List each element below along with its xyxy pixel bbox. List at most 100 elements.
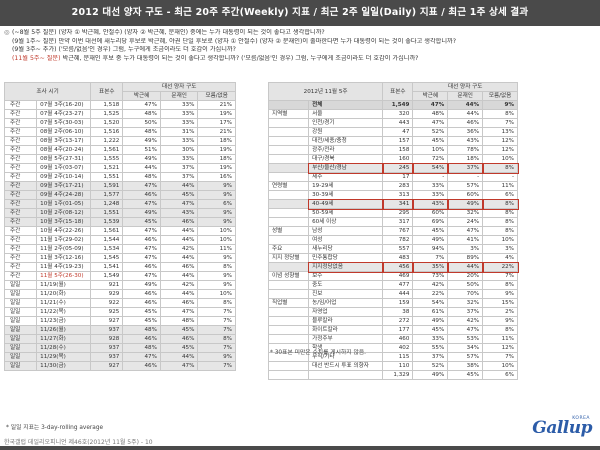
table-row: 일일 11/28(수) 937 48% 45% 7% <box>3 343 236 353</box>
header-cell: 박근혜 <box>122 91 161 101</box>
table-cell: 937 <box>90 343 124 353</box>
table-row: 주요 새누리당 557 94% 3% 3% <box>267 244 518 254</box>
table-cell: 주간 <box>3 262 38 272</box>
table-cell: 49% <box>122 154 161 164</box>
table-cell <box>267 262 310 272</box>
table-cell: 9% <box>482 316 518 326</box>
table-cell <box>267 235 310 245</box>
table-cell: 08월 4주(20-24) <box>36 145 92 155</box>
table-cell: 46% <box>122 289 161 299</box>
table-cell: 6% <box>482 190 518 200</box>
table-cell: 283 <box>382 181 414 191</box>
table-row: 주간 10월 1주(01-05) 1,248 47% 47% 6% <box>3 199 236 209</box>
table-cell: 07월 4주(23-27) <box>36 109 92 119</box>
table-row: 인천/경기 443 47% 46% 7% <box>267 118 518 128</box>
table-cell: 927 <box>90 316 124 326</box>
table-cell: 42% <box>159 244 199 254</box>
header-cell: 표본수 <box>382 82 414 101</box>
table-cell: 10월 3주(15-18) <box>36 217 92 227</box>
table-cell: 일일 <box>3 334 38 344</box>
table-cell: 469 <box>382 271 414 281</box>
table-cell: 49% <box>412 235 449 245</box>
table-cell: 49% <box>122 136 161 146</box>
table-row: 제주 17- - - <box>267 172 518 182</box>
table-cell: 20% <box>447 271 484 281</box>
table-cell: 지역별 <box>267 109 310 119</box>
table-cell: 46% <box>122 298 161 308</box>
table-cell: 19% <box>197 163 236 173</box>
table-cell <box>267 163 310 173</box>
table-cell: 주간 <box>3 226 38 236</box>
table-cell: 46% <box>122 334 161 344</box>
table-cell: 49% <box>122 280 161 290</box>
table-row: 일일 11/29(목) 937 47% 44% 9% <box>3 352 236 362</box>
table-cell: 45% <box>159 343 199 353</box>
table-cell: 1,561 <box>90 226 124 236</box>
table-cell: 48% <box>122 109 161 119</box>
table-cell: 13% <box>482 127 518 137</box>
right-table-note: * 30표본 미만은 수치를 게시하지 않음. <box>270 350 366 356</box>
table-cell: 94% <box>412 244 449 254</box>
table-cell: 477 <box>382 280 414 290</box>
table-cell: 44% <box>159 181 199 191</box>
table-cell: 70% <box>447 289 484 299</box>
table-cell: 33% <box>412 190 449 200</box>
table-cell: 주간 <box>3 154 38 164</box>
table-cell: 7% <box>412 253 449 263</box>
table-row: 화이트칼라 177 45% 47% 8% <box>267 325 518 335</box>
table-cell <box>267 199 310 209</box>
table-cell: 43% <box>159 208 199 218</box>
table-cell: 일일 <box>3 316 38 326</box>
table-cell: 44% <box>122 163 161 173</box>
table-cell: 9% <box>482 289 518 299</box>
table-cell: 47% <box>122 271 161 281</box>
table-cell: 9% <box>197 352 236 362</box>
table-cell: 08월 2주(06-10) <box>36 127 92 137</box>
table-cell <box>267 118 310 128</box>
table-cell: - <box>412 172 449 182</box>
table-cell: 일일 <box>3 289 38 299</box>
table-cell: 110 <box>382 361 414 371</box>
question-label: (9월 3주~ 추가) <box>12 46 57 54</box>
table-cell: 33% <box>159 154 199 164</box>
table-cell: 이념 성향별 <box>267 271 310 281</box>
table-cell: 08월 3주(13-17) <box>36 136 92 146</box>
table-row: 1,329 49% 45% 6% <box>267 370 518 380</box>
table-cell: 54% <box>411 162 449 174</box>
table-cell <box>267 217 310 227</box>
question-list: ◎ (~8월 5주 질문) (양자 ① 박근혜, 안철수) (양자 ② 박근혜, … <box>4 29 596 63</box>
table-cell: 11월 3주(12-16) <box>36 253 92 263</box>
table-cell: 일일 <box>3 343 38 353</box>
table-cell: 925 <box>90 307 124 317</box>
table-cell: 12% <box>482 145 518 155</box>
table-cell: 69% <box>412 217 449 227</box>
table-row: 주간 09월 4주(24-28) 1,577 46% 45% 9% <box>3 190 236 200</box>
table-cell: 78% <box>447 145 484 155</box>
table-cell: 37% <box>447 307 484 317</box>
table-cell: 2% <box>482 307 518 317</box>
table-cell: 15% <box>482 298 518 308</box>
table-row: 주간 11월 3주(12-16) 1,545 47% 44% 9% <box>3 253 236 263</box>
table-cell: 10월 4주(22-26) <box>36 226 92 236</box>
table-cell: 주요 <box>267 244 310 254</box>
table-cell: - <box>447 172 484 182</box>
table-cell: 진보 <box>308 289 384 299</box>
table-cell: 광주/전라 <box>308 145 384 155</box>
table-cell <box>308 370 384 380</box>
table-cell: 08월 5주(27-31) <box>36 154 92 164</box>
table-cell <box>267 136 310 146</box>
table-cell <box>267 325 310 335</box>
table-cell: 49% <box>122 208 161 218</box>
table-cell: 07월 3주(16-20) <box>36 100 92 110</box>
table-cell: 43% <box>411 198 449 210</box>
logo-sub: KOREA <box>572 416 590 421</box>
table-cell: 11/19(월) <box>36 280 92 290</box>
table-cell: 7% <box>197 325 236 335</box>
table-cell: 38% <box>447 361 484 371</box>
table-cell: 44% <box>446 261 484 273</box>
table-cell: 10% <box>482 235 518 245</box>
table-cell: 주간 <box>3 244 38 254</box>
table-cell: 중도 <box>308 280 384 290</box>
table-row: 성별 남성 767 45% 47% 8% <box>267 226 518 236</box>
group-header: 대선 양자 구도 <box>122 82 236 92</box>
